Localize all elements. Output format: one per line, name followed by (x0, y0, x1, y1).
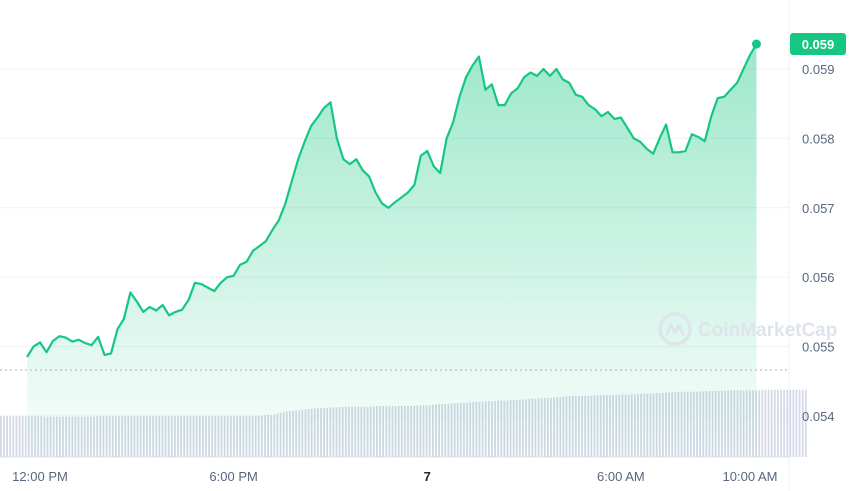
volume-bar (801, 389, 804, 457)
volume-bar (773, 389, 776, 457)
volume-bar (24, 416, 27, 457)
volume-bar (761, 389, 764, 457)
volume-bar (789, 389, 792, 457)
x-tick-label: 6:00 AM (597, 469, 645, 484)
volume-bar (795, 389, 798, 457)
volume-bar (786, 389, 789, 457)
watermark-text: CoinMarketCap (698, 320, 837, 341)
volume-bar (3, 416, 5, 457)
volume-bar (12, 416, 15, 457)
y-tick-label: 0.059 (802, 62, 835, 77)
x-axis: 12:00 PM 6:00 PM 7 6:00 AM 10:00 AM (12, 469, 777, 484)
y-tick-label: 0.056 (802, 270, 835, 285)
y-tick-label: 0.058 (802, 131, 835, 146)
x-tick-label: 10:00 AM (723, 469, 778, 484)
current-price-badge: 0.059 (790, 33, 846, 56)
volume-bar (0, 416, 2, 457)
volume-bar (770, 389, 773, 457)
price-area-fill (27, 44, 757, 457)
volume-bar (798, 389, 801, 457)
volume-bar (777, 389, 779, 457)
volume-bar (758, 390, 761, 457)
volume-bar (9, 416, 12, 457)
volume-bar (804, 389, 807, 457)
volume-bar (764, 389, 767, 457)
volume-bar (780, 389, 782, 457)
current-price-badge-bg (790, 33, 846, 56)
x-tick-label: 6:00 PM (209, 469, 257, 484)
volume-bar (767, 389, 770, 457)
volume-bar (15, 416, 18, 457)
volume-bar (783, 389, 785, 457)
volume-bar (6, 416, 8, 457)
current-price-dot[interactable] (751, 39, 761, 49)
volume-bar (18, 416, 21, 457)
volume-bar (21, 416, 24, 457)
current-price-label: 0.059 (802, 37, 835, 52)
y-axis: 0.059 0.058 0.057 0.056 0.055 0.054 (802, 62, 835, 424)
y-tick-label: 0.055 (802, 340, 835, 355)
y-tick-label: 0.054 (802, 409, 835, 424)
price-line[interactable] (26, 43, 758, 358)
y-tick-label: 0.057 (802, 201, 835, 216)
volume-bar (792, 389, 795, 457)
x-tick-label: 12:00 PM (12, 469, 68, 484)
watermark: CoinMarketCap (658, 312, 837, 346)
coinmarketcap-logo-icon (658, 312, 692, 346)
x-tick-label: 7 (424, 469, 431, 484)
